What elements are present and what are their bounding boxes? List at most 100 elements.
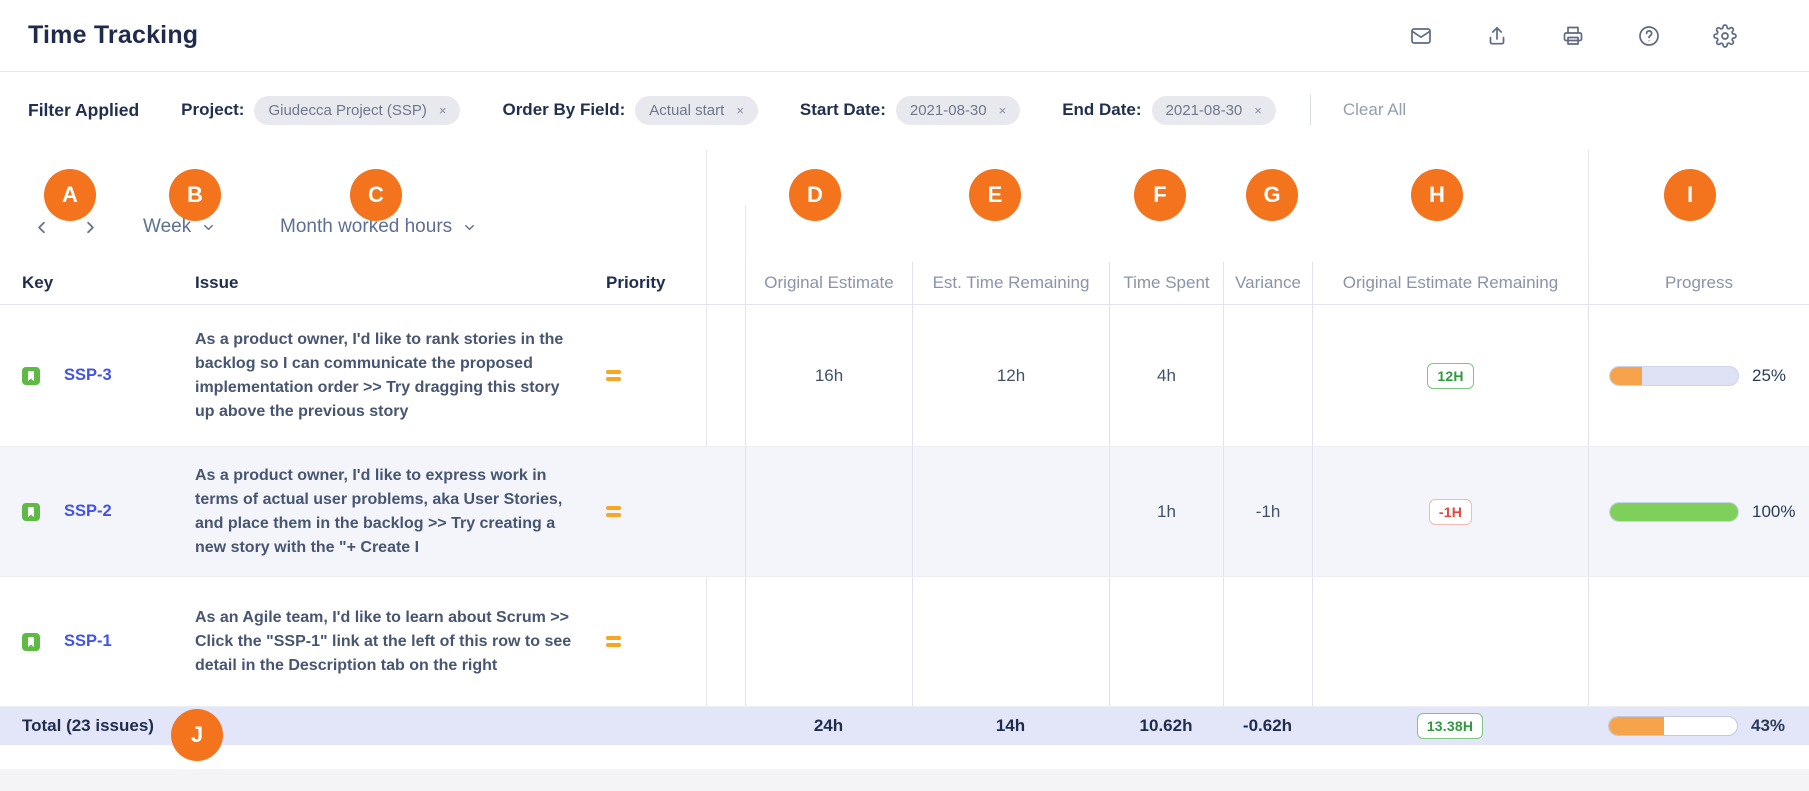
issue-summary: As an Agile team, I'd like to learn abou… [195, 608, 572, 674]
variance-value [1223, 305, 1312, 446]
column-divider [1588, 150, 1589, 262]
column-header-original-estimate-remaining: Original Estimate Remaining [1312, 262, 1588, 304]
chevron-down-icon [465, 224, 475, 230]
marker-c: C [350, 169, 402, 221]
variance-value: -1h [1223, 447, 1312, 576]
priority-medium-icon [606, 636, 621, 647]
marker-e: E [969, 169, 1021, 221]
titlebar: Time Tracking [0, 0, 1809, 72]
filter-bar: Filter Applied Project: Giudecca Project… [0, 73, 1809, 147]
end-date-filter: End Date: 2021-08-30 × [1062, 95, 1276, 125]
column-divider [745, 205, 746, 262]
column-divider [706, 150, 707, 707]
project-filter: Project: Giudecca Project (SSP) × [181, 95, 461, 125]
order-by-filter-value: Actual start [649, 101, 725, 119]
export-icon[interactable] [1485, 24, 1509, 48]
view-mode-dropdown[interactable]: Month worked hours [280, 216, 477, 238]
next-period-button[interactable] [81, 218, 100, 237]
page-title: Time Tracking [28, 21, 199, 49]
variance-value [1223, 577, 1312, 706]
settings-icon[interactable] [1713, 23, 1737, 48]
issue-key-link[interactable]: SSP-2 [64, 502, 112, 520]
table-row: SSP-2 As a product owner, I'd like to ex… [0, 447, 1809, 577]
column-header-key: Key [22, 273, 54, 292]
total-row: Total (23 issues) 24h 14h 10.62h -0.62h … [0, 707, 1809, 745]
marker-b: B [169, 169, 221, 221]
original-estimate-remaining-badge: 12H [1427, 362, 1474, 389]
issue-key-link[interactable]: SSP-3 [64, 366, 112, 384]
clear-all-button[interactable]: Clear All [1342, 100, 1407, 119]
time-tracking-table: Key Issue Priority Original Estimate Est… [0, 262, 1809, 745]
start-date-filter-label: Start Date: [799, 100, 886, 119]
time-spent-value [1109, 577, 1223, 706]
project-filter-label: Project: [181, 100, 245, 119]
project-filter-value: Giudecca Project (SSP) [268, 101, 427, 119]
table-header-row: Key Issue Priority Original Estimate Est… [0, 262, 1809, 305]
view-mode-dropdown-label: Month worked hours [280, 216, 453, 237]
marker-d: D [789, 169, 841, 221]
issue-type-story-icon [22, 502, 40, 521]
column-header-time-spent: Time Spent [1109, 262, 1223, 304]
issue-type-story-icon [22, 366, 40, 385]
end-date-filter-label: End Date: [1062, 100, 1142, 119]
end-date-filter-value: 2021-08-30 [1165, 101, 1243, 119]
mail-icon[interactable] [1409, 24, 1433, 48]
original-estimate-value [745, 447, 912, 576]
marker-a: A [44, 169, 96, 221]
period-dropdown[interactable]: Week [143, 216, 216, 238]
total-original-estimate: 24h [813, 716, 844, 735]
marker-f: F [1134, 169, 1186, 221]
est-time-remaining-value [912, 577, 1109, 706]
period-dropdown-label: Week [143, 216, 192, 237]
total-progress-value: 43% [1751, 716, 1786, 735]
marker-h: H [1411, 169, 1463, 221]
project-filter-chip: Giudecca Project (SSP) × [254, 95, 461, 125]
priority-medium-icon [606, 370, 621, 381]
total-time-spent: 10.62h [1139, 716, 1193, 735]
total-progress-bar [1608, 716, 1738, 736]
progress-value: 100% [1752, 501, 1796, 521]
total-remaining-badge: 13.38H [1416, 713, 1484, 739]
table-row: SSP-1 As an Agile team, I'd like to lear… [0, 577, 1809, 707]
original-estimate-remaining-badge: -1H [1428, 498, 1473, 525]
issue-summary: As a product owner, I'd like to express … [195, 466, 563, 556]
issue-type-story-icon [22, 632, 40, 651]
order-by-filter-label: Order By Field: [502, 100, 626, 119]
progress-bar [1609, 501, 1739, 522]
start-date-filter: Start Date: 2021-08-30 × [799, 95, 1021, 125]
progress-value: 25% [1752, 365, 1787, 385]
total-est-time-remaining: 14h [995, 716, 1026, 735]
column-header-progress: Progress [1588, 262, 1809, 304]
remove-filter-icon[interactable]: × [1254, 102, 1262, 118]
total-variance: -0.62h [1242, 716, 1293, 735]
original-estimate-value [745, 577, 912, 706]
chevron-down-icon [204, 224, 214, 230]
end-date-filter-chip: 2021-08-30 × [1151, 95, 1276, 125]
marker-g: G [1246, 169, 1298, 221]
prev-period-button[interactable] [32, 218, 51, 237]
est-time-remaining-value [912, 447, 1109, 576]
column-header-priority: Priority [606, 273, 666, 292]
column-header-est-time-remaining: Est. Time Remaining [912, 262, 1109, 304]
order-by-filter-chip: Actual start × [635, 95, 758, 125]
column-header-original-estimate: Original Estimate [745, 262, 912, 304]
progress-bar [1609, 365, 1739, 386]
est-time-remaining-value: 12h [912, 305, 1109, 446]
column-header-variance: Variance [1223, 262, 1312, 304]
remove-filter-icon[interactable]: × [438, 102, 447, 118]
marker-i: I [1664, 169, 1716, 221]
issue-summary: As a product owner, I'd like to rank sto… [195, 330, 564, 420]
total-label: Total (23 issues) [22, 716, 154, 735]
priority-medium-icon [606, 506, 621, 517]
footer-strip [0, 769, 1809, 791]
print-icon[interactable] [1561, 24, 1585, 48]
issue-key-link[interactable]: SSP-1 [64, 632, 112, 650]
column-header-issue: Issue [195, 273, 239, 292]
filter-divider [1309, 95, 1311, 125]
remove-filter-icon[interactable]: × [736, 102, 744, 118]
time-spent-value: 4h [1109, 305, 1223, 446]
period-navigation [32, 218, 100, 237]
remove-filter-icon[interactable]: × [998, 102, 1007, 118]
help-icon[interactable] [1637, 24, 1661, 48]
